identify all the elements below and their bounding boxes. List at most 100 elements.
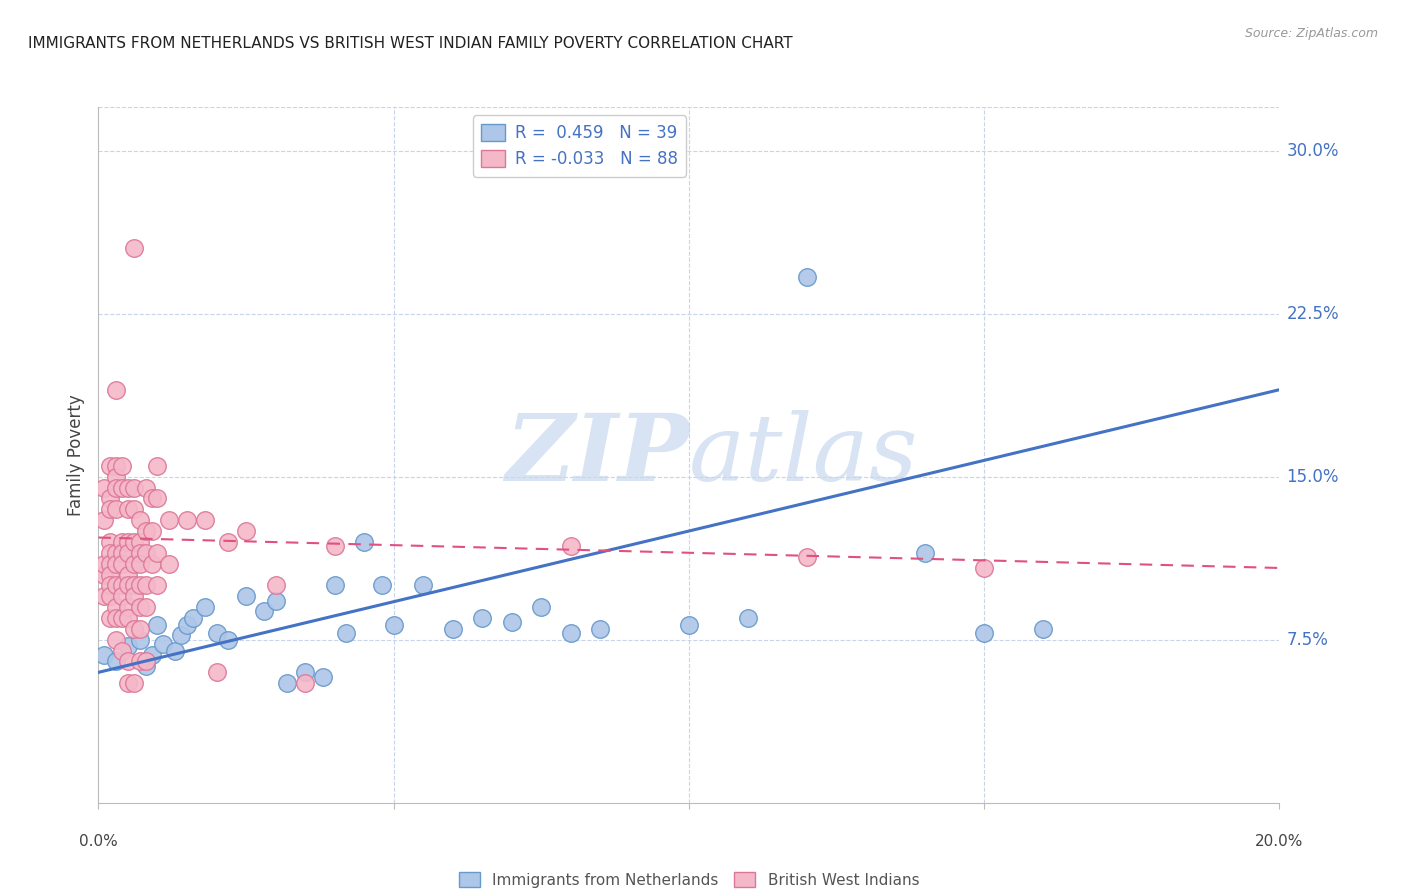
Point xyxy=(128,600,150,615)
Point xyxy=(98,578,121,592)
Point xyxy=(105,611,128,625)
Point xyxy=(1032,622,1054,636)
Point xyxy=(560,626,582,640)
Point xyxy=(117,535,139,549)
Point xyxy=(141,648,163,662)
Text: 30.0%: 30.0% xyxy=(1286,142,1339,160)
Point xyxy=(117,546,139,560)
Point xyxy=(122,502,145,516)
Point xyxy=(111,643,134,657)
Point xyxy=(146,458,169,473)
Point xyxy=(382,617,405,632)
Point xyxy=(93,567,115,582)
Point xyxy=(371,578,394,592)
Point xyxy=(111,611,134,625)
Point xyxy=(152,637,174,651)
Point xyxy=(471,611,494,625)
Point xyxy=(105,502,128,516)
Text: Source: ZipAtlas.com: Source: ZipAtlas.com xyxy=(1244,27,1378,40)
Point xyxy=(176,513,198,527)
Point xyxy=(796,269,818,284)
Point xyxy=(217,535,239,549)
Point xyxy=(412,578,434,592)
Point xyxy=(98,611,121,625)
Point xyxy=(98,546,121,560)
Point xyxy=(122,481,145,495)
Point xyxy=(111,481,134,495)
Legend: Immigrants from Netherlands, British West Indians: Immigrants from Netherlands, British Wes… xyxy=(453,866,925,892)
Point xyxy=(530,600,553,615)
Point xyxy=(117,676,139,690)
Point xyxy=(128,655,150,669)
Point xyxy=(135,481,157,495)
Point xyxy=(117,600,139,615)
Point xyxy=(141,557,163,571)
Point xyxy=(973,561,995,575)
Point xyxy=(353,535,375,549)
Point xyxy=(146,546,169,560)
Point xyxy=(323,539,346,553)
Point xyxy=(117,502,139,516)
Point xyxy=(122,241,145,255)
Point xyxy=(98,589,121,603)
Point xyxy=(105,632,128,647)
Point xyxy=(441,622,464,636)
Text: 0.0%: 0.0% xyxy=(79,834,118,849)
Point xyxy=(98,502,121,516)
Point xyxy=(93,513,115,527)
Point xyxy=(105,458,128,473)
Y-axis label: Family Poverty: Family Poverty xyxy=(67,394,86,516)
Point xyxy=(122,622,145,636)
Point xyxy=(294,665,316,680)
Point xyxy=(105,655,128,669)
Point xyxy=(111,578,134,592)
Point xyxy=(205,626,228,640)
Point xyxy=(264,593,287,607)
Point xyxy=(589,622,612,636)
Point xyxy=(914,546,936,560)
Point xyxy=(128,622,150,636)
Point xyxy=(323,578,346,592)
Point xyxy=(117,481,139,495)
Point xyxy=(501,615,523,630)
Point xyxy=(105,578,128,592)
Point xyxy=(117,611,139,625)
Point xyxy=(128,535,150,549)
Point xyxy=(205,665,228,680)
Point xyxy=(176,617,198,632)
Point xyxy=(141,491,163,506)
Point xyxy=(105,481,128,495)
Point xyxy=(235,589,257,603)
Point xyxy=(141,524,163,538)
Point xyxy=(117,567,139,582)
Point xyxy=(128,578,150,592)
Point xyxy=(111,557,134,571)
Point xyxy=(93,589,115,603)
Point xyxy=(105,600,128,615)
Point xyxy=(312,670,335,684)
Point xyxy=(135,546,157,560)
Text: IMMIGRANTS FROM NETHERLANDS VS BRITISH WEST INDIAN FAMILY POVERTY CORRELATION CH: IMMIGRANTS FROM NETHERLANDS VS BRITISH W… xyxy=(28,36,793,51)
Point xyxy=(737,611,759,625)
Point xyxy=(98,458,121,473)
Point xyxy=(135,524,157,538)
Point xyxy=(128,557,150,571)
Point xyxy=(253,605,276,619)
Point xyxy=(105,557,128,571)
Point xyxy=(194,600,217,615)
Point xyxy=(122,589,145,603)
Point xyxy=(560,539,582,553)
Point xyxy=(146,578,169,592)
Point xyxy=(117,655,139,669)
Point xyxy=(122,557,145,571)
Point xyxy=(146,491,169,506)
Point xyxy=(973,626,995,640)
Point xyxy=(128,513,150,527)
Point xyxy=(146,617,169,632)
Point xyxy=(170,628,193,642)
Point xyxy=(117,639,139,653)
Point xyxy=(111,589,134,603)
Point xyxy=(105,546,128,560)
Point xyxy=(294,676,316,690)
Point xyxy=(135,655,157,669)
